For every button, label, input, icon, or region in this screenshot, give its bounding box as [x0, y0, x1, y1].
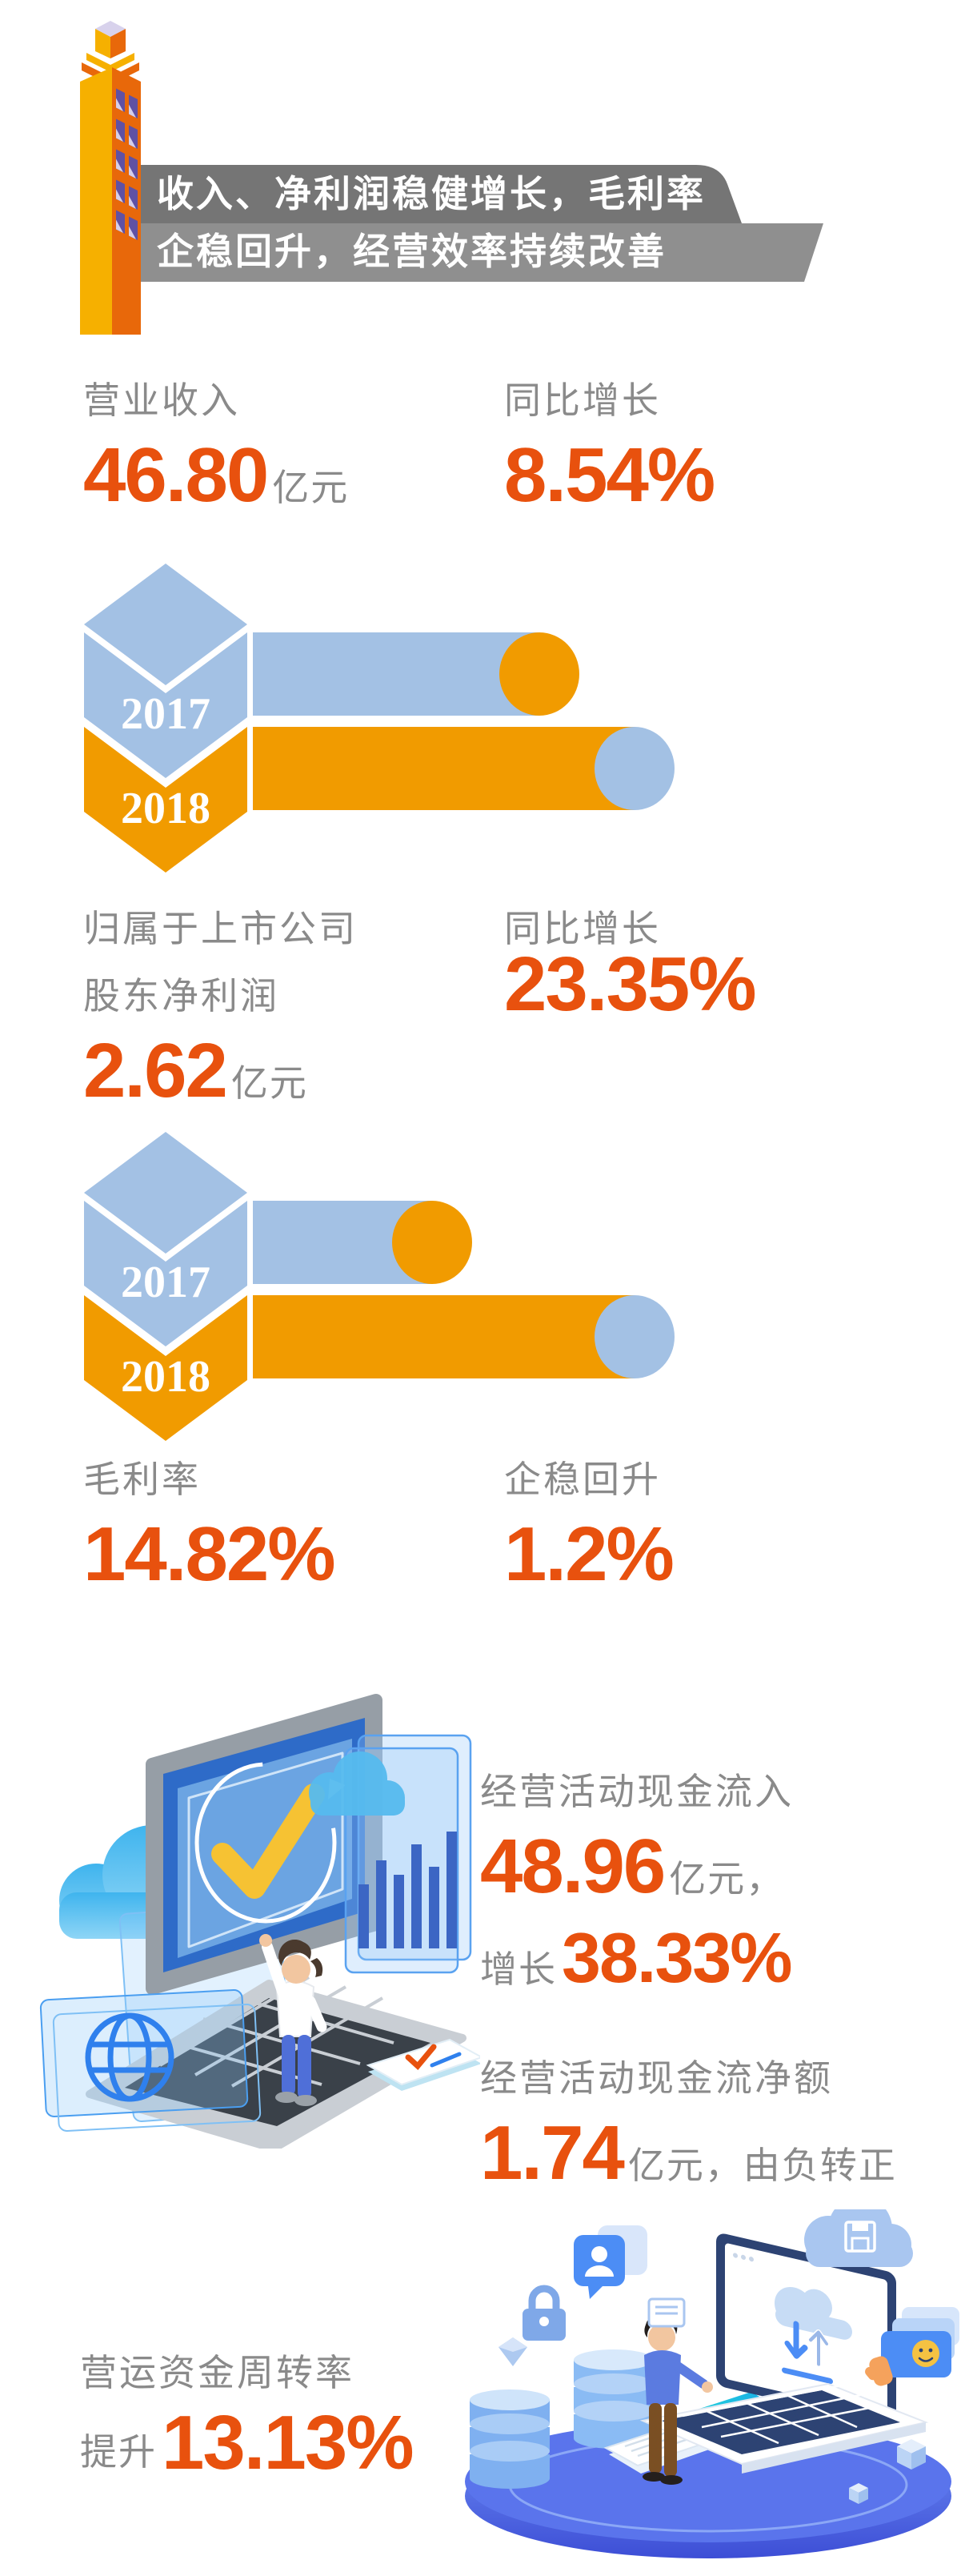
year-label-2017: 2017	[121, 689, 210, 739]
bar-chart-revenue: 2017 2018	[83, 564, 723, 877]
cashflow-net-value: 1.74	[480, 2110, 625, 2196]
bar-2018-rect	[253, 1295, 635, 1378]
profit-growth-value: 23.35%	[504, 941, 757, 1027]
cashflow-inflow-label: 经营活动现金流入	[480, 1771, 794, 1812]
document-icon	[647, 2297, 686, 2328]
profit-unit: 亿元	[230, 1062, 308, 1105]
hand-icon	[865, 2356, 893, 2386]
year-label-2018: 2018	[121, 1352, 210, 1402]
cashflow-net-value-row: 1.74 亿元，由负转正	[480, 2110, 897, 2196]
lock-icon	[523, 2285, 566, 2341]
revenue-growth-label: 同比增长	[504, 379, 661, 421]
gem-icon	[499, 2337, 527, 2366]
bar-2017	[253, 1201, 653, 1284]
turnover-value: 13.13%	[162, 2400, 414, 2486]
revenue-growth-value: 8.54%	[504, 432, 715, 518]
bar-2018-cap	[595, 727, 675, 810]
database-icon	[470, 2349, 654, 2489]
bar-2017-cap	[499, 632, 579, 716]
margin-value: 14.82%	[83, 1511, 336, 1597]
year-label-2018: 2018	[121, 784, 210, 833]
laptop-icon	[639, 2233, 929, 2474]
bar-2017-rect	[253, 632, 539, 716]
bar-2017-cap	[392, 1201, 472, 1284]
user-bubble-icon	[574, 2225, 647, 2299]
person-illustration	[259, 1934, 327, 2106]
bar-chart-profit: 2017 2018	[83, 1132, 723, 1446]
cloud-icon	[309, 1751, 405, 1816]
cube-icon	[849, 2439, 926, 2504]
revenue-unit: 亿元	[272, 467, 350, 509]
bar-2017	[253, 632, 653, 716]
turnover-value-row: 提升 13.13%	[80, 2400, 414, 2486]
revenue-label: 营业收入	[83, 379, 240, 421]
cloud-save-icon	[804, 2209, 913, 2267]
banner-line1: 收入、净利润稳健增长，毛利率	[157, 173, 706, 215]
bar-2018	[253, 727, 675, 810]
notepad-icon	[366, 2038, 480, 2091]
profit-label-line2: 股东净利润	[83, 975, 279, 1017]
profit-value-row: 2.62 亿元	[83, 1028, 308, 1113]
cashflow-inflow-value-row: 48.96 亿元，	[480, 1824, 785, 1909]
cashflow-inflow-value: 48.96	[480, 1824, 666, 1909]
cloud-download-icon	[775, 2286, 852, 2384]
bar-2018-rect	[253, 727, 635, 810]
smiley-card-icon	[865, 2307, 959, 2386]
cashflow-growth-row: 增长 38.33%	[480, 1918, 792, 1997]
banner-ribbon	[118, 165, 823, 282]
margin-label: 毛利率	[83, 1459, 201, 1500]
turnover-prefix: 提升	[80, 2431, 157, 2474]
chart-year-column: 2017 2018	[84, 1132, 247, 1441]
bar-2018	[253, 1295, 675, 1378]
cashflow-growth-prefix: 增长	[480, 1948, 557, 1990]
cloud-sync-illustration	[465, 2209, 959, 2558]
globe-icon	[39, 1989, 262, 2132]
laptop-check-illustration	[39, 1694, 480, 2149]
cashflow-net-label: 经营活动现金流净额	[480, 2057, 833, 2099]
cashflow-growth-value: 38.33%	[562, 1918, 792, 1997]
banner-line2: 企稳回升，经营效率持续改善	[157, 231, 667, 272]
building-icon	[80, 21, 141, 335]
chart-year-column: 2017 2018	[84, 564, 247, 873]
margin-stab-label: 企稳回升	[504, 1459, 661, 1500]
turnover-label: 营运资金周转率	[80, 2352, 354, 2393]
year-label-2017: 2017	[121, 1258, 210, 1307]
margin-stab-value: 1.2%	[504, 1511, 675, 1597]
revenue-value-row: 46.80 亿元	[83, 432, 350, 518]
profit-growth-label: 同比增长	[504, 908, 661, 949]
revenue-value: 46.80	[83, 432, 269, 518]
bar-2018-cap	[595, 1295, 675, 1378]
cashflow-net-suffix: 亿元，由负转正	[627, 2145, 897, 2187]
profit-label-line1: 归属于上市公司	[83, 908, 358, 949]
profit-value: 2.62	[83, 1028, 228, 1113]
cashflow-inflow-unit: 亿元，	[669, 1858, 785, 1900]
